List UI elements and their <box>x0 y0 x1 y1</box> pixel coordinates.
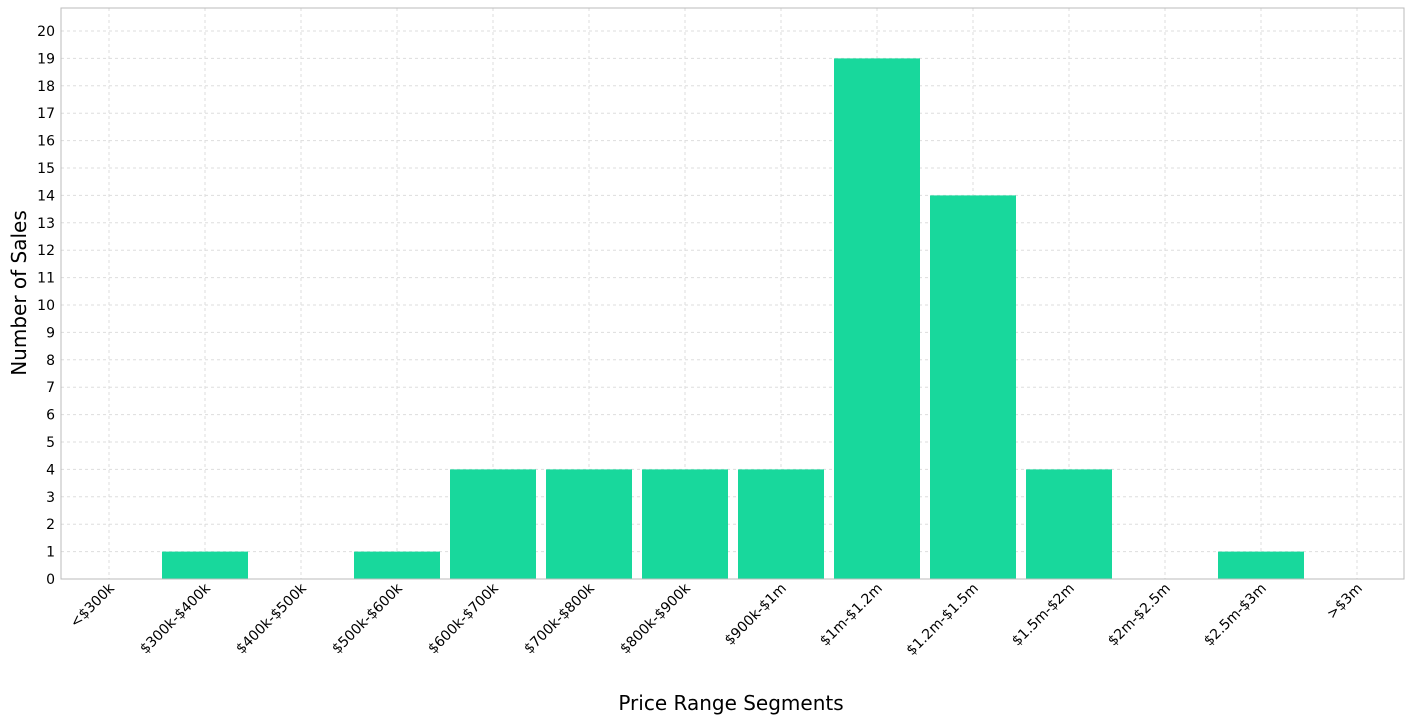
bar <box>1218 551 1304 579</box>
bar <box>642 469 728 579</box>
y-tick-label: 20 <box>37 24 55 40</box>
bar <box>834 58 920 579</box>
y-tick-label: 18 <box>37 79 55 95</box>
bar <box>1026 469 1112 579</box>
y-tick-label: 7 <box>46 380 55 396</box>
y-tick-label: 6 <box>46 408 55 424</box>
bar <box>930 195 1016 579</box>
y-tick-label: 14 <box>37 188 55 204</box>
bar <box>450 469 536 579</box>
y-tick-label: 19 <box>37 51 55 67</box>
y-tick-label: 12 <box>37 243 55 259</box>
bar <box>738 469 824 579</box>
x-axis-title: Price Range Segments <box>618 691 843 715</box>
y-tick-label: 4 <box>46 462 55 478</box>
y-tick-label: 8 <box>46 353 55 369</box>
y-tick-label: 11 <box>37 271 55 287</box>
y-tick-label: 15 <box>37 161 55 177</box>
bars <box>162 58 1304 579</box>
bar <box>162 551 248 579</box>
y-tick-label: 17 <box>37 106 55 122</box>
y-tick-label: 5 <box>46 435 55 451</box>
y-axis-title: Number of Sales <box>7 210 31 376</box>
y-tick-label: 16 <box>37 134 55 150</box>
y-tick-label: 9 <box>46 325 55 341</box>
y-tick-label: 0 <box>46 572 55 588</box>
y-tick-label: 13 <box>37 216 55 232</box>
bar <box>354 551 440 579</box>
y-tick-label: 10 <box>37 298 55 314</box>
plot-frame <box>60 7 1405 580</box>
bar <box>546 469 632 579</box>
y-tick-label: 3 <box>46 490 55 506</box>
y-tick-label: 1 <box>46 545 55 561</box>
y-tick-label: 2 <box>46 517 55 533</box>
